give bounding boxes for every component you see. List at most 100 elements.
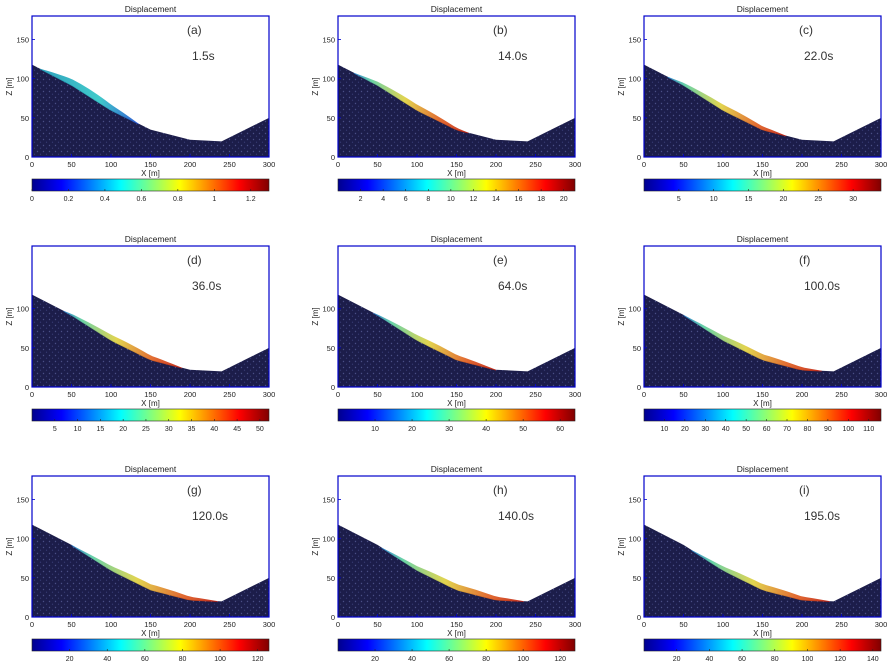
- colorbar-tick-label: 50: [742, 426, 750, 433]
- colorbar-tick-label: 35: [188, 426, 196, 433]
- x-tick-label: 150: [144, 620, 157, 629]
- y-tick-label: 100: [16, 535, 29, 544]
- y-tick-label: 150: [322, 36, 335, 45]
- x-tick-label: 0: [336, 160, 340, 169]
- panel-title: Displacement: [431, 4, 483, 14]
- colorbar-tick-label: 40: [705, 656, 713, 663]
- y-tick-label: 100: [322, 305, 335, 314]
- colorbar-tick-label: 10: [447, 196, 455, 203]
- colorbar-tick-label: 30: [849, 196, 857, 203]
- x-tick-label: 150: [756, 620, 769, 629]
- x-tick-label: 0: [30, 160, 34, 169]
- x-tick-label: 300: [875, 390, 888, 399]
- x-tick-label: 0: [30, 620, 34, 629]
- panel-c: Displacement 0 50 100 150 0 50 100 150 200 250 300 X…: [617, 4, 887, 203]
- x-tick-label: 300: [875, 160, 888, 169]
- colorbar-tick-label: 60: [738, 656, 746, 663]
- y-axis-label: Z [m]: [311, 307, 320, 325]
- y-tick-label: 50: [633, 574, 641, 583]
- x-tick-label: 50: [373, 160, 381, 169]
- y-axis-label: Z [m]: [5, 537, 14, 555]
- x-tick-label: 0: [642, 160, 646, 169]
- slide-mass: [39, 68, 139, 125]
- colorbar-tick-label: 1.2: [246, 196, 256, 203]
- colorbar-tick-label: 110: [863, 426, 874, 433]
- x-tick-label: 300: [875, 620, 888, 629]
- slide-mass: [373, 312, 496, 371]
- x-tick-label: 300: [569, 160, 582, 169]
- colorbar-tick-label: 8: [426, 196, 430, 203]
- panel-title: Displacement: [737, 464, 789, 474]
- x-axis-label: X [m]: [141, 399, 160, 408]
- x-tick-label: 100: [411, 390, 424, 399]
- x-axis-label: X [m]: [447, 629, 466, 638]
- y-tick-label: 50: [21, 114, 29, 123]
- terrain-mass: [338, 64, 575, 157]
- panel-label: (a): [187, 23, 202, 37]
- panel-d: Displacement 0 50 100 0 50 100 150 200 250 300 X [m…: [5, 234, 275, 433]
- colorbar-tick-label: 70: [783, 426, 791, 433]
- colorbar-tick-label: 80: [179, 656, 187, 663]
- colorbar-tick-label: 80: [771, 656, 779, 663]
- y-tick-label: 150: [628, 36, 641, 45]
- time-label: 120.0s: [192, 509, 228, 523]
- x-tick-label: 50: [67, 620, 75, 629]
- x-tick-label: 0: [642, 620, 646, 629]
- colorbar-tick-label: 6: [404, 196, 408, 203]
- x-tick-label: 100: [411, 620, 424, 629]
- x-tick-label: 100: [717, 620, 730, 629]
- x-tick-label: 200: [796, 620, 809, 629]
- panel-title: Displacement: [125, 234, 177, 244]
- x-tick-label: 50: [679, 390, 687, 399]
- x-tick-label: 300: [263, 620, 276, 629]
- colorbar: [643, 638, 882, 652]
- panel-e: Displacement 0 50 100 0 50 100 150 200 250 300 X [m…: [311, 234, 581, 433]
- colorbar-tick-label: 40: [210, 426, 218, 433]
- panel-label: (b): [493, 23, 508, 37]
- y-tick-label: 0: [25, 383, 29, 392]
- y-tick-label: 0: [637, 613, 641, 622]
- x-tick-label: 300: [569, 390, 582, 399]
- y-tick-label: 100: [322, 535, 335, 544]
- colorbar-tick-label: 0: [30, 196, 34, 203]
- x-tick-label: 250: [529, 390, 542, 399]
- y-axis-label: Z [m]: [311, 537, 320, 555]
- colorbar-tick-label: 60: [556, 426, 564, 433]
- panel-label: (f): [799, 253, 810, 267]
- x-tick-label: 200: [796, 160, 809, 169]
- x-tick-label: 300: [263, 390, 276, 399]
- colorbar-tick-label: 60: [445, 656, 453, 663]
- colorbar-tick-label: 40: [722, 426, 730, 433]
- colorbar-tick-label: 50: [519, 426, 527, 433]
- y-tick-label: 100: [322, 75, 335, 84]
- y-tick-label: 100: [628, 535, 641, 544]
- time-label: 36.0s: [192, 279, 221, 293]
- x-tick-label: 150: [450, 620, 463, 629]
- colorbar-tick-label: 10: [661, 426, 669, 433]
- y-axis-label: Z [m]: [617, 537, 626, 555]
- colorbar-tick-label: 2: [359, 196, 363, 203]
- x-tick-label: 100: [105, 160, 118, 169]
- slide-mass: [667, 76, 787, 137]
- colorbar: [31, 178, 270, 192]
- colorbar-tick-label: 20: [408, 426, 416, 433]
- panel-label: (i): [799, 483, 810, 497]
- colorbar-tick-label: 25: [814, 196, 822, 203]
- time-label: 140.0s: [498, 509, 534, 523]
- x-tick-label: 50: [373, 390, 381, 399]
- colorbar-tick-label: 0.6: [137, 196, 147, 203]
- x-tick-label: 200: [490, 390, 503, 399]
- x-tick-label: 300: [569, 620, 582, 629]
- panel-label: (e): [493, 253, 508, 267]
- colorbar-tick-label: 25: [142, 426, 150, 433]
- colorbar-tick-label: 18: [537, 196, 545, 203]
- terrain-mass: [644, 524, 881, 617]
- colorbar-tick-label: 40: [103, 656, 111, 663]
- panel-h: Displacement 0 50 100 150 0 50 100 150 200 250 300 X…: [311, 464, 581, 663]
- y-tick-label: 150: [16, 496, 29, 505]
- colorbar-tick-label: 14: [492, 196, 500, 203]
- colorbar-tick-label: 20: [66, 656, 74, 663]
- colorbar-tick-label: 4: [381, 196, 385, 203]
- time-label: 195.0s: [804, 509, 840, 523]
